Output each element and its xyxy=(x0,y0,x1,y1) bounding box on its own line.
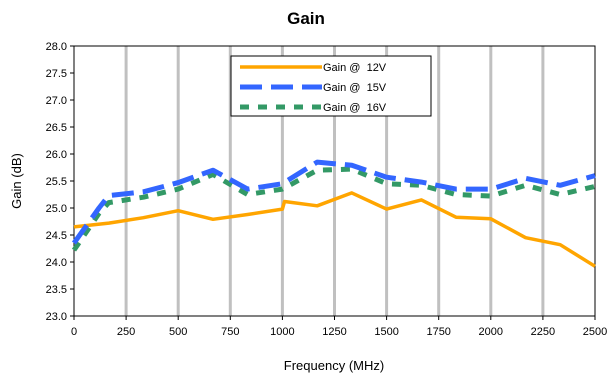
x-axis-label: Frequency (MHz) xyxy=(284,358,384,373)
series-line-2 xyxy=(71,166,596,252)
y-tick-label: 24.5 xyxy=(46,230,67,242)
x-tick-label: 1000 xyxy=(270,326,294,338)
y-tick-label: 23.0 xyxy=(46,311,67,323)
y-tick-label: 26.0 xyxy=(46,149,67,161)
y-tick-label: 27.0 xyxy=(46,95,67,107)
y-tick-label: 28.0 xyxy=(46,41,67,53)
legend-label-15v: Gain @ 15V xyxy=(323,82,387,94)
legend-label-12v: Gain @ 12V xyxy=(323,62,387,74)
legend-entry-12v: Gain @ 12V xyxy=(240,62,387,74)
y-tick-label: 23.5 xyxy=(46,284,67,296)
ticks-layer: 0 250 500 750 1000 1250 1500 1750 2000 2250 2500 23… xyxy=(46,41,608,338)
legend-label-16v: Gain @ 16V xyxy=(323,102,387,114)
x-tick-label: 250 xyxy=(117,326,135,338)
x-tick-label: 2250 xyxy=(531,326,555,338)
y-tick-label: 24.0 xyxy=(46,257,67,269)
x-tick-label: 500 xyxy=(169,326,187,338)
x-tick-label: 1250 xyxy=(322,326,346,338)
legend-entry-16v: Gain @ 16V xyxy=(240,102,387,114)
x-tick-label: 1750 xyxy=(426,326,450,338)
x-tick-label: 0 xyxy=(71,326,77,338)
y-tick-label: 25.5 xyxy=(46,176,67,188)
y-tick-label: 25.0 xyxy=(46,203,67,215)
chart-title: Gain xyxy=(287,9,325,28)
y-axis-label: Gain (dB) xyxy=(9,153,24,209)
x-tick-label: 1500 xyxy=(374,326,398,338)
x-tick-label: 750 xyxy=(221,326,239,338)
series-layer xyxy=(71,159,596,268)
legend: Gain @ 12V Gain @ 15V Gain @ 16V xyxy=(230,55,432,117)
x-tick-label: 2000 xyxy=(479,326,503,338)
series-line-0 xyxy=(73,191,596,268)
x-tick-label: 2500 xyxy=(583,326,607,338)
series-line-1 xyxy=(71,159,596,245)
legend-entry-15v: Gain @ 15V xyxy=(240,82,387,94)
y-tick-label: 26.5 xyxy=(46,122,67,134)
y-tick-label: 27.5 xyxy=(46,68,67,80)
